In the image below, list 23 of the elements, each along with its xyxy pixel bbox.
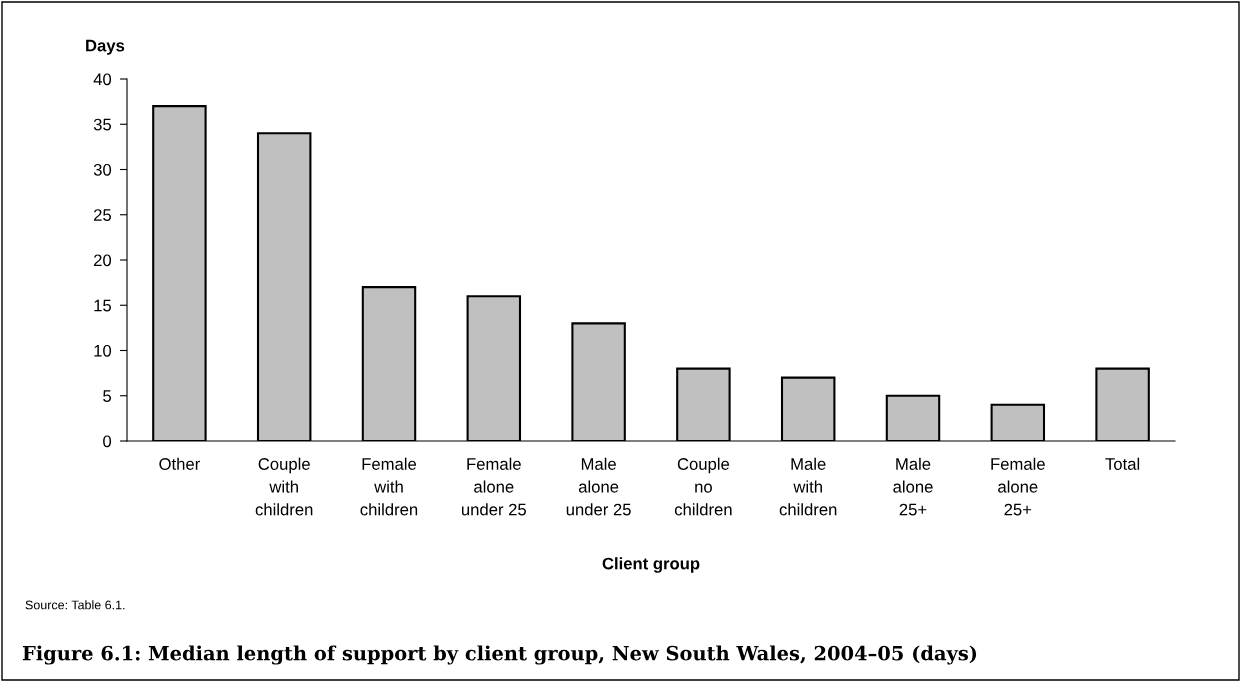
x-tick-label: Male alone 25+ [893, 457, 933, 516]
y-tick-label: 0 [103, 435, 112, 448]
x-tick-label: Total [1105, 457, 1140, 470]
y-tick-label: 10 [94, 344, 112, 357]
x-tick-label: Male alone under 25 [566, 457, 631, 516]
y-tick-label: 25 [94, 209, 112, 221]
source-note: Source: Table 6.1. [25, 600, 125, 610]
y-tick-label: 20 [94, 254, 112, 267]
x-tick-label: Couple no children [674, 457, 732, 516]
text: Figure 6.1: Median length of support by client group, New South Wales, 2004–05 (days) [22, 645, 977, 665]
y-tick-label: 15 [94, 299, 112, 312]
y-tick-label: 5 [103, 390, 112, 402]
x-tick-label: Couple with children [255, 457, 313, 516]
x-tick-label: Female alone 25+ [991, 457, 1045, 516]
y-axis-title: Days [86, 39, 125, 55]
x-tick-label: Female with children [360, 457, 418, 516]
x-axis-title: Client group [602, 557, 700, 573]
x-tick-label: Male with children [779, 457, 837, 516]
y-tick-label: 35 [93, 118, 112, 131]
y-tick-label: 30 [93, 163, 112, 176]
x-tick-label: Female alone under 25 [461, 457, 526, 516]
x-tick-label: Other [159, 457, 200, 470]
y-tick-label: 40 [93, 73, 112, 86]
